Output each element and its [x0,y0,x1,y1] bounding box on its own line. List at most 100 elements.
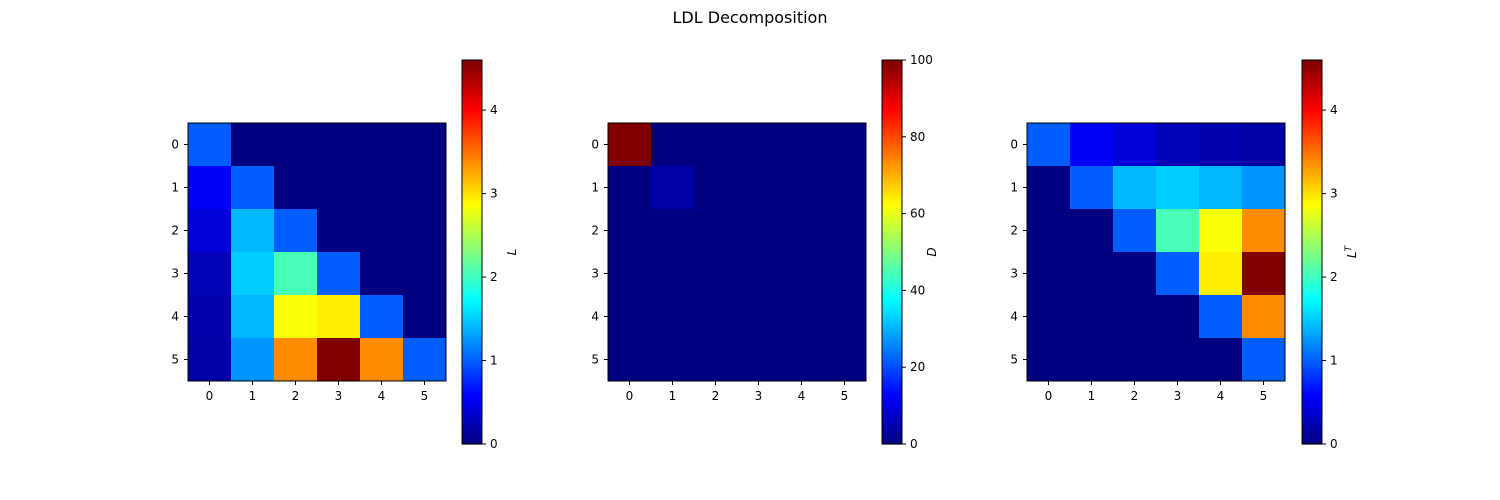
colorbar-segment [462,87,482,91]
x-tick-label: 5 [1260,389,1268,403]
colorbar-segment [462,318,482,322]
colorbar-segment [882,162,902,166]
heatmap-cell-5-5 [1242,338,1286,382]
colorbar-segment [882,60,902,64]
colorbar-segment [882,240,902,244]
colorbar-segment [882,207,902,211]
colorbar-segment [882,165,902,169]
colorbar-segment [462,135,482,139]
heatmap-cell-2-5 [1242,209,1286,253]
heatmap-cell-2-1 [1070,209,1114,253]
colorbar-segment [882,333,902,337]
y-tick-label: 0 [1010,138,1018,152]
colorbar-segment [882,303,902,307]
colorbar-segment [462,66,482,70]
colorbar-segment [462,237,482,241]
colorbar-segment [882,375,902,379]
colorbar-segment [462,189,482,193]
colorbar-segment [882,195,902,199]
colorbar-segment [882,273,902,277]
colorbar-tick-label: 60 [910,207,925,221]
x-tick-label: 0 [206,389,214,403]
colorbar-segment [882,147,902,151]
colorbar-segment [1302,267,1322,271]
colorbar-segment [462,138,482,142]
colorbar-segment [882,228,902,232]
heatmap-cell-5-4 [780,338,824,382]
y-tick-label: 4 [171,310,179,324]
y-tick-label: 2 [591,224,599,238]
colorbar-segment [462,369,482,373]
colorbar-segment [462,384,482,388]
y-tick-label: 2 [1010,224,1018,238]
colorbar-segment [882,234,902,238]
colorbar-segment [462,342,482,346]
colorbar-tick-label: 1 [1330,354,1338,368]
colorbar-segment [882,297,902,301]
heatmap-cell-0-4 [780,123,824,167]
heatmap-cell-1-1 [1070,166,1114,210]
heatmap-cell-1-4 [780,166,824,210]
colorbar-segment [882,261,902,265]
colorbar-segment [882,300,902,304]
colorbar-segment [882,414,902,418]
y-tick-label: 5 [1010,353,1018,367]
colorbar-segment [882,72,902,76]
colorbar-segment [882,90,902,94]
colorbar-segment [1302,375,1322,379]
heatmap-cell-4-0 [1027,295,1071,339]
colorbar-segment [462,204,482,208]
heatmap-cell-3-0 [1027,252,1071,296]
colorbar-segment [462,279,482,283]
colorbar-segment [462,300,482,304]
y-tick-label: 0 [591,138,599,152]
colorbar-segment [1302,297,1322,301]
colorbar-segment [462,435,482,439]
colorbar-segment [1302,243,1322,247]
colorbar-segment [1302,138,1322,142]
colorbar-segment [882,276,902,280]
colorbar-segment [1302,282,1322,286]
colorbar-segment [882,117,902,121]
x-tick-label: 0 [626,389,634,403]
colorbar-segment [462,375,482,379]
colorbar-segment [1302,366,1322,370]
heatmap-cell-2-0 [1027,209,1071,253]
heatmap-cell-2-2 [274,209,318,253]
colorbar-segment [462,153,482,157]
colorbar-segment [882,426,902,430]
colorbar-segment [462,222,482,226]
heatmap-cell-4-2 [694,295,738,339]
colorbar-segment [1302,384,1322,388]
colorbar-segment [462,117,482,121]
colorbar-segment [462,354,482,358]
x-tick-label: 3 [755,389,763,403]
colorbar-segment [1302,84,1322,88]
colorbar-segment [462,141,482,145]
colorbar-segment [1302,423,1322,427]
colorbar-segment [882,309,902,313]
heatmap-cell-1-2 [694,166,738,210]
colorbar-segment [1302,294,1322,298]
colorbar-segment [1302,396,1322,400]
colorbar-segment [1302,393,1322,397]
x-tick-label: 1 [249,389,257,403]
colorbar-tick-label: 40 [910,283,925,297]
colorbar-segment [462,177,482,181]
colorbar-segment [1302,192,1322,196]
colorbar-segment [1302,342,1322,346]
heatmap-cell-5-1 [651,338,695,382]
heatmap-cell-1-5 [1242,166,1286,210]
heatmap-cell-2-5 [403,209,447,253]
heatmap-cell-4-3 [317,295,361,339]
colorbar-segment [1302,87,1322,91]
colorbar-segment [462,423,482,427]
colorbar-segment [1302,246,1322,250]
colorbar-segment [462,297,482,301]
heatmap-cell-0-2 [1113,123,1157,167]
colorbar-segment [1302,228,1322,232]
colorbar-segment [462,132,482,136]
colorbar-tick-label: 2 [490,270,498,284]
colorbar-segment [882,78,902,82]
colorbar-segment [1302,324,1322,328]
